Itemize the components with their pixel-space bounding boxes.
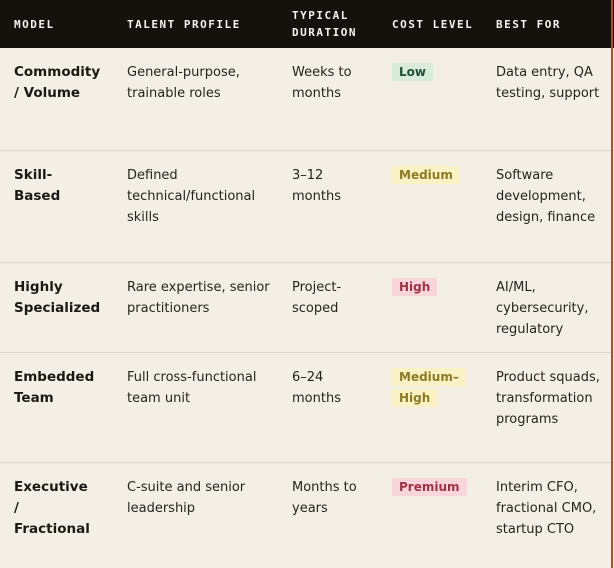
best-for-cell: AI/ML, cybersecurity, regulatory [496,280,589,337]
column-header-typical-duration: TYPICAL DURATION [292,9,357,39]
cost-level-cell: Low [392,62,496,83]
model-cell: Embedded Team [14,369,95,406]
best-for-cell: Product squads, transformation programs [496,370,600,427]
best-for-cell: Interim CFO, fractional CMO, startup CTO [496,480,597,537]
model-cell: Skill-Based [14,167,61,204]
table-row: Highly Specialized Rare expertise, senio… [0,262,614,352]
talent-profile-cell: Defined technical/functional skills [127,168,256,225]
typical-duration-cell: Months to years [292,480,357,516]
table-header-row: MODEL TALENT PROFILE TYPICAL DURATION CO… [0,0,614,48]
column-header-model: MODEL [14,17,55,31]
cost-level-cell: High [392,277,496,298]
right-edge-accent-line [611,0,613,568]
cost-badge: Low [392,63,433,81]
talent-profile-cell: Rare expertise, senior practitioners [127,280,270,316]
model-cell: Commodity / Volume [14,64,101,101]
table-row: Embedded Team Full cross-functional team… [0,352,614,462]
cost-badge: High [392,278,438,296]
column-header-best-for: BEST FOR [496,17,561,31]
table-row: Skill-Based Defined technical/functional… [0,150,614,262]
model-cell: Executive / Fractional [14,479,90,537]
cost-level-cell: Premium [392,477,496,498]
column-header-cost-level: COST LEVEL [392,17,474,31]
typical-duration-cell: 3–12 months [292,168,341,204]
table-row: Executive / Fractional C-suite and senio… [0,462,614,568]
cost-badge: Medium–High [392,368,466,407]
talent-profile-cell: C-suite and senior leadership [127,480,246,516]
model-cell: Highly Specialized [14,279,101,316]
typical-duration-cell: 6–24 months [292,370,341,406]
best-for-cell: Software development, design, finance [496,168,596,225]
cost-badge: Premium [392,478,467,496]
best-for-cell: Data entry, QA testing, support [496,65,600,101]
cost-level-cell: Medium–High [392,367,496,409]
cost-level-cell: Medium [392,165,496,186]
talent-profile-cell: General-purpose, trainable roles [127,65,240,101]
typical-duration-cell: Project-scoped [292,280,342,316]
cost-badge: Medium [392,166,460,184]
talent-profile-cell: Full cross-functional team unit [127,370,257,406]
column-header-talent-profile: TALENT PROFILE [127,17,241,31]
typical-duration-cell: Weeks to months [292,65,352,101]
table-row: Commodity / Volume General-purpose, trai… [0,48,614,150]
